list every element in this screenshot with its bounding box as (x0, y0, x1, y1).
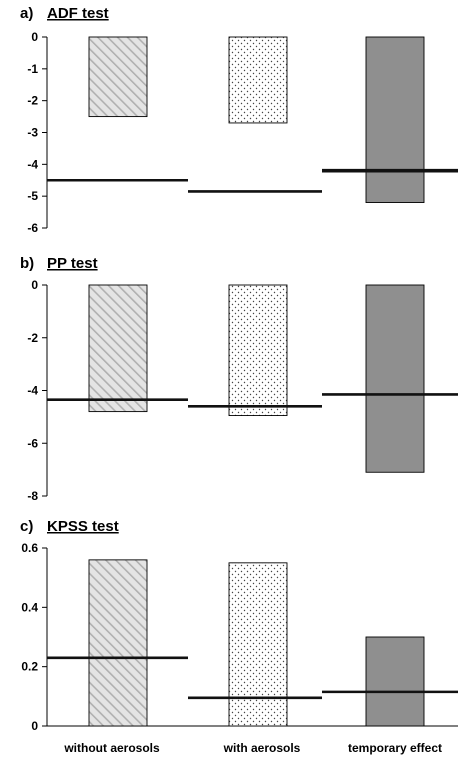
x-category-labels: without aerosols with aerosols temporary… (63, 741, 442, 755)
panel-c-tick-labels: 0 0.2 0.4 0.6 (21, 541, 38, 733)
panel-b-axis (42, 284, 48, 497)
panel-c-title: KPSS test (47, 518, 119, 535)
y-tick-label: -3 (27, 126, 38, 140)
panel-a-bars (88, 36, 425, 203)
bar-temporary-effect-solid (365, 284, 425, 473)
y-tick-label: 0 (31, 278, 38, 292)
panel-a-axis (42, 36, 48, 229)
y-tick-label: -5 (27, 189, 38, 203)
y-tick-label: -4 (27, 384, 38, 398)
bar-temporary-effect-solid (365, 36, 425, 203)
panel-b-title: PP test (47, 255, 98, 272)
y-tick-label: -8 (27, 489, 38, 503)
y-tick-label: 0.6 (21, 541, 38, 555)
panel-a-tick-labels: 0 -1 -2 -3 -4 -5 -6 (27, 30, 38, 235)
y-tick-label: 0 (31, 30, 38, 44)
panel-b-letter: b) (20, 255, 34, 272)
panel-pp: b) PP test 0 -2 -4 -6 -8 (20, 255, 458, 503)
panel-kpss: c) KPSS test 0 0.2 0.4 0.6 (20, 518, 458, 733)
panel-c-critical-lines (47, 656, 458, 700)
panel-b-critical-lines (47, 393, 458, 408)
panel-a-letter: a) (20, 5, 33, 22)
bar-temporary-effect-solid (365, 636, 425, 727)
y-tick-label: -6 (27, 221, 38, 235)
y-tick-label: -6 (27, 436, 38, 450)
panel-a-title: ADF test (47, 5, 109, 22)
bar-with-aerosols-dotted (228, 562, 288, 727)
panel-c-bars (88, 559, 425, 727)
y-tick-label: -1 (27, 62, 38, 76)
panel-b-bars (88, 284, 425, 473)
x-label-without-aerosols: without aerosols (63, 741, 160, 755)
x-label-with-aerosols: with aerosols (223, 741, 301, 755)
panel-c-letter: c) (20, 518, 33, 535)
x-label-temporary-effect: temporary effect (348, 741, 442, 755)
y-tick-label: 0.2 (21, 660, 38, 674)
bar-without-aerosols-hatched (88, 559, 148, 727)
y-tick-label: -4 (27, 157, 38, 171)
bar-without-aerosols-hatched (88, 36, 148, 118)
y-tick-label: 0 (31, 719, 38, 733)
panel-a-critical-lines (47, 168, 458, 193)
bar-without-aerosols-hatched (88, 284, 148, 413)
panel-adf: a) ADF test 0 -1 -2 -3 -4 -5 -6 (20, 5, 458, 235)
panel-b-tick-labels: 0 -2 -4 -6 -8 (27, 278, 38, 503)
bar-with-aerosols-dotted (228, 284, 288, 417)
y-tick-label: -2 (27, 94, 38, 108)
y-tick-label: -2 (27, 331, 38, 345)
bar-with-aerosols-dotted (228, 36, 288, 124)
y-tick-label: 0.4 (21, 600, 38, 614)
